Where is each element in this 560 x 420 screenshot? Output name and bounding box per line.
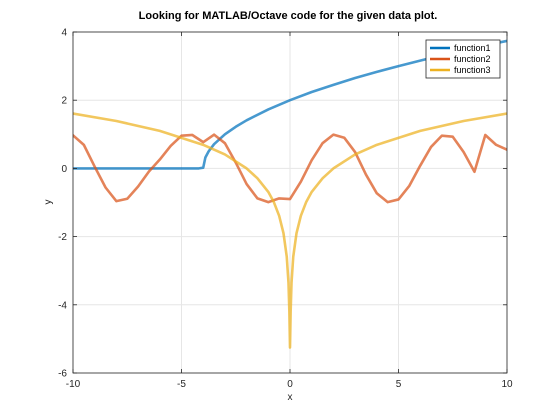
chart-title: Looking for MATLAB/Octave code for the g… [139,10,438,22]
x-tick-label: -5 [177,379,186,390]
ticks: -10 -5 0 5 10 -6 -4 -2 0 2 4 [58,28,513,391]
y-tick-label: 2 [61,96,67,107]
y-tick-label: 0 [61,164,67,175]
legend-label: function1 [454,43,491,53]
x-tick-label: 0 [287,379,293,390]
y-axis-label: y [43,200,54,205]
x-tick-label: 5 [396,379,402,390]
x-tick-label: -10 [66,379,81,390]
y-tick-label: -2 [58,232,67,243]
series-line-function2 [73,133,507,204]
y-tick-label: 4 [61,28,67,39]
x-tick-label: 10 [501,379,513,390]
legend-label: function2 [454,54,491,64]
series-line-function3 [73,112,507,349]
x-axis-label: x [288,392,293,403]
y-tick-label: -4 [58,300,67,311]
y-tick-label: -6 [58,369,67,380]
legend-label: function3 [454,65,491,75]
